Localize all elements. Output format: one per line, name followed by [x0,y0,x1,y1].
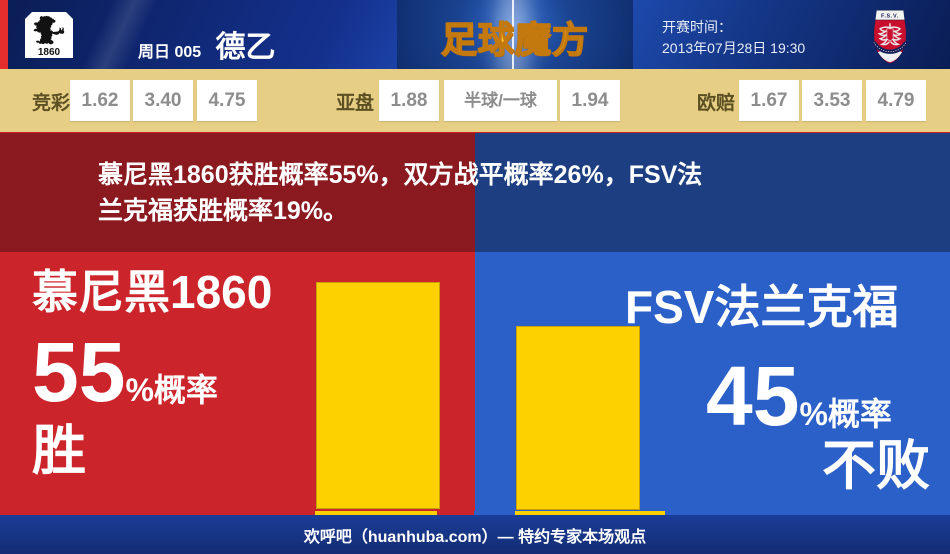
svg-text:F.S.V.: F.S.V. [881,14,899,20]
svg-text:1860: 1860 [38,47,61,58]
